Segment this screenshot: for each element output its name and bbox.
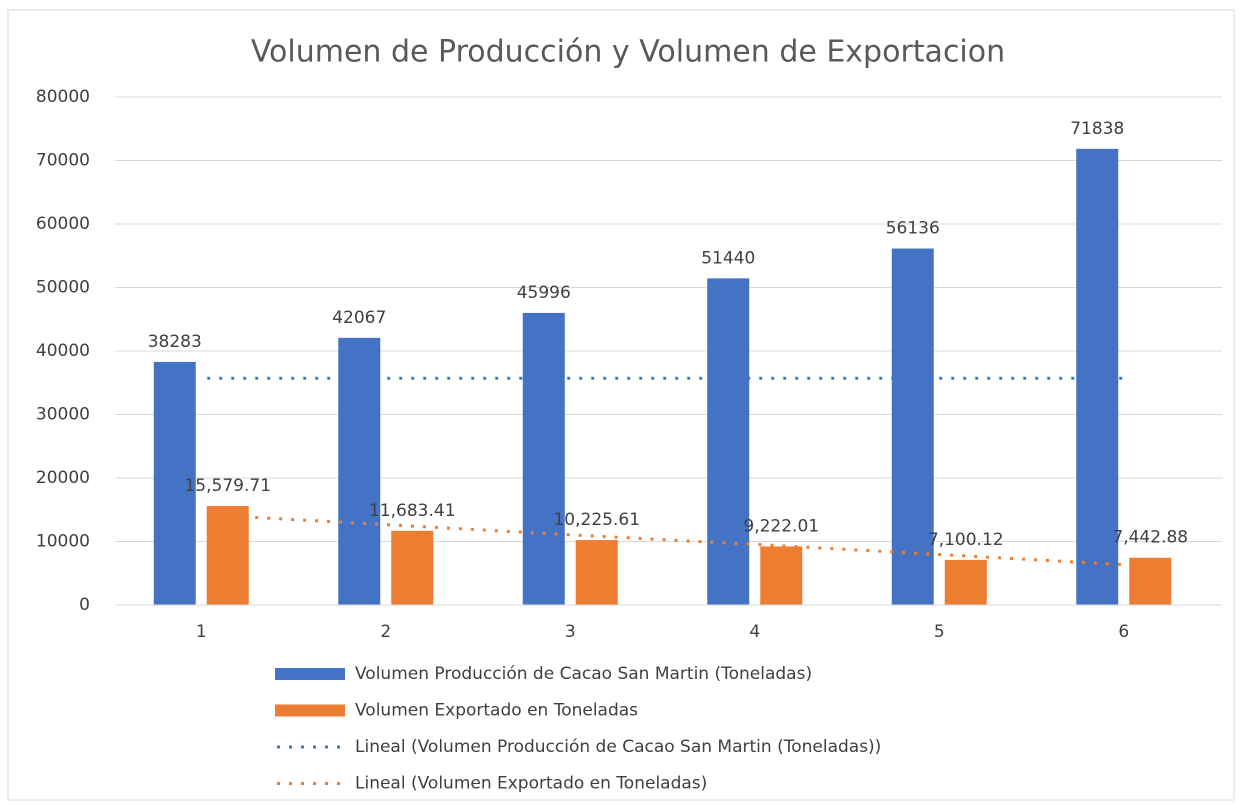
data-label: 10,225.61: [553, 510, 640, 530]
data-label: 51440: [701, 248, 755, 268]
data-label: 7,442.88: [1112, 528, 1188, 548]
data-label: 15,579.71: [184, 476, 271, 496]
bar: [760, 546, 803, 605]
y-tick-label: 10000: [36, 532, 90, 552]
y-tick-label: 60000: [36, 214, 90, 234]
x-tick-label: 4: [749, 622, 760, 642]
y-tick-label: 70000: [36, 151, 90, 171]
x-tick-label: 3: [565, 622, 576, 642]
data-label: 38283: [148, 332, 202, 352]
legend-label: Volumen Exportado en Toneladas: [355, 701, 638, 721]
bar: [391, 530, 434, 605]
data-label: 71838: [1070, 119, 1124, 139]
bar: [338, 337, 381, 605]
bar: [153, 361, 196, 605]
bar: [522, 312, 565, 605]
x-tick-label: 1: [196, 622, 207, 642]
legend-label: Lineal (Volumen Exportado en Toneladas): [355, 774, 707, 794]
bar: [891, 248, 934, 605]
bar: [575, 540, 618, 605]
bar: [944, 559, 987, 605]
x-tick-label: 6: [1118, 622, 1129, 642]
data-label: 42067: [332, 308, 386, 328]
y-tick-label: 40000: [36, 341, 90, 361]
x-tick-label: 2: [380, 622, 391, 642]
y-tick-label: 50000: [36, 278, 90, 298]
bar: [206, 506, 249, 605]
bar: [1129, 557, 1172, 605]
data-label: 45996: [517, 283, 571, 303]
y-tick-label: 30000: [36, 405, 90, 425]
chart-frame: [7, 9, 1235, 801]
chart-title: Volumen de Producción y Volumen de Expor…: [251, 35, 1005, 70]
y-tick-label: 0: [79, 595, 90, 615]
data-label: 56136: [886, 219, 940, 239]
y-tick-label: 80000: [36, 87, 90, 107]
y-tick-label: 20000: [36, 468, 90, 488]
legend-label: Lineal (Volumen Producción de Cacao San …: [355, 737, 881, 757]
legend-label: Volumen Producción de Cacao San Martin (…: [355, 664, 812, 684]
data-label: 7,100.12: [928, 530, 1004, 550]
legend-swatch: [275, 668, 345, 680]
data-label: 9,222.01: [743, 516, 819, 536]
trend-line: [207, 513, 1130, 567]
legend-swatch: [275, 704, 345, 717]
x-tick-label: 5: [934, 622, 945, 642]
data-label: 11,683.41: [369, 501, 456, 521]
bar: [707, 278, 750, 605]
